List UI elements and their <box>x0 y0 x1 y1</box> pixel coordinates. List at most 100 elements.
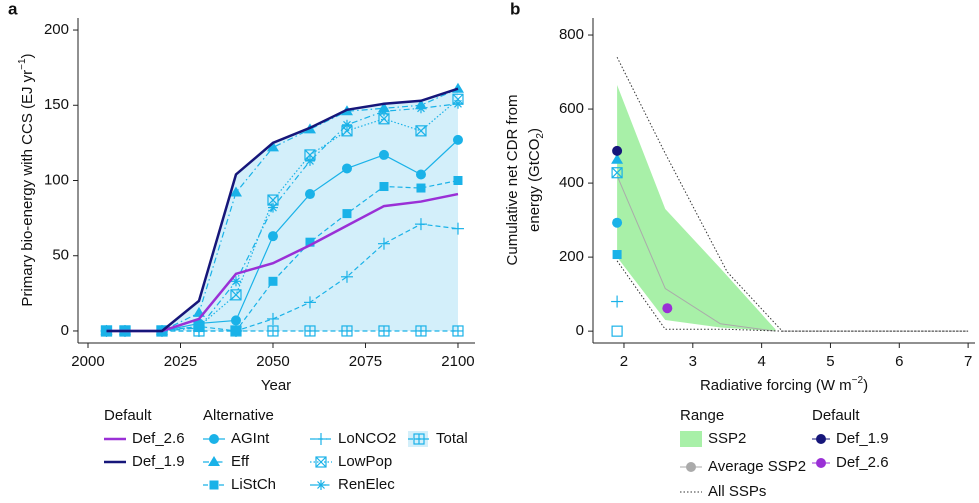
marker-shape <box>377 102 390 113</box>
legend-label: LiStCh <box>231 476 276 493</box>
marker-shape <box>209 480 219 490</box>
marker-shape <box>662 303 673 314</box>
marker <box>453 176 463 185</box>
marker <box>612 217 623 228</box>
legend-label: Def_1.9 <box>836 430 889 447</box>
y-axis-label: Cumulative net CDR from <box>504 95 521 266</box>
marker <box>267 325 279 337</box>
x-tick-label: 2075 <box>349 353 382 370</box>
marker <box>303 296 316 309</box>
marker <box>414 99 427 110</box>
marker-shape <box>304 189 315 200</box>
x-axis-label: Radiative forcing (W m−2) <box>700 375 868 394</box>
y-tick-label: 0 <box>576 322 584 339</box>
x-tick-label: 3 <box>689 353 697 370</box>
y-tick-label: 200 <box>44 21 69 38</box>
marker <box>416 183 426 193</box>
x-axis-label-part: Radiative forcing (W m <box>700 377 852 394</box>
marker <box>304 325 316 337</box>
y-tick-label: 800 <box>559 26 584 43</box>
marker <box>341 325 353 337</box>
marker <box>341 163 352 174</box>
legend-label: Def_2.6 <box>132 430 185 447</box>
marker-shape <box>267 231 278 242</box>
marker <box>230 289 242 301</box>
marker <box>662 303 673 314</box>
marker-stroke <box>315 456 327 468</box>
y-axis-label-sub: 2 <box>535 133 546 139</box>
marker <box>612 250 622 260</box>
marker-shape <box>342 209 352 219</box>
marker <box>266 141 279 152</box>
marker-shape <box>414 99 427 110</box>
marker-stroke <box>378 113 390 125</box>
legend-swatch <box>680 431 702 447</box>
x-axis-label-end: ) <box>863 377 868 394</box>
marker-shape <box>378 149 389 160</box>
marker <box>612 145 623 156</box>
marker-stroke <box>454 99 462 108</box>
legend-label: SSP2 <box>708 430 746 447</box>
x-axis-label: Year <box>261 377 291 394</box>
marker-stroke <box>195 324 203 332</box>
marker-stroke <box>415 125 427 137</box>
x-tick-label: 2 <box>620 353 628 370</box>
marker <box>230 276 241 287</box>
range-area <box>106 88 458 331</box>
marker <box>611 295 624 308</box>
marker <box>611 167 623 179</box>
marker-shape <box>208 456 220 466</box>
legend-label: AGInt <box>231 430 270 447</box>
marker-shape <box>612 217 623 228</box>
marker <box>266 312 279 325</box>
marker-shape <box>315 456 327 468</box>
y-axis-label-end: ) <box>19 53 36 58</box>
panel-label: a <box>8 0 18 18</box>
marker <box>267 202 278 213</box>
marker <box>268 276 278 286</box>
marker-shape <box>453 176 463 185</box>
marker <box>452 325 464 337</box>
marker <box>209 480 219 490</box>
marker <box>315 433 327 445</box>
marker <box>315 456 327 468</box>
x-tick-label: 2000 <box>71 353 104 370</box>
marker <box>611 153 624 164</box>
legend-title: Default <box>812 407 860 424</box>
y-axis-label-sup: −1 <box>17 58 28 70</box>
marker <box>378 325 390 337</box>
marker-stroke <box>232 277 240 286</box>
marker <box>341 119 352 130</box>
y-tick-label: 100 <box>44 171 69 188</box>
marker-shape <box>379 182 389 192</box>
legend-label: Def_2.6 <box>836 454 889 471</box>
y-axis-label-end: ) <box>526 128 543 133</box>
marker <box>193 322 204 333</box>
marker-shape <box>230 289 242 301</box>
marker-shape <box>230 315 241 326</box>
marker <box>304 189 315 200</box>
marker-stroke <box>306 157 314 165</box>
y-axis-label: Primary bio-energy with CCS (EJ yr−1) <box>17 53 36 306</box>
x-tick-label: 2050 <box>256 353 289 370</box>
series-line <box>106 87 459 333</box>
marker <box>452 134 463 145</box>
marker-shape <box>416 183 426 193</box>
marker-stroke <box>267 194 279 206</box>
y-tick-label: 200 <box>559 248 584 265</box>
y-axis-label-part: Primary bio-energy with CCS (EJ yr <box>19 70 36 307</box>
x-tick-label: 6 <box>895 353 903 370</box>
legend-label: Total <box>436 430 468 447</box>
legend-title: Range <box>680 407 724 424</box>
marker <box>229 324 242 337</box>
y-axis-label: energy (GtCO2) <box>526 128 546 232</box>
marker <box>377 102 390 113</box>
marker-shape <box>816 458 826 468</box>
marker <box>414 218 427 231</box>
marker-shape <box>266 141 279 152</box>
legend-label: Def_1.9 <box>132 453 185 470</box>
all-ssps-line <box>616 260 969 332</box>
y-axis-label-part: energy (GtCO <box>526 139 543 232</box>
marker <box>316 480 326 490</box>
marker-shape <box>341 163 352 174</box>
